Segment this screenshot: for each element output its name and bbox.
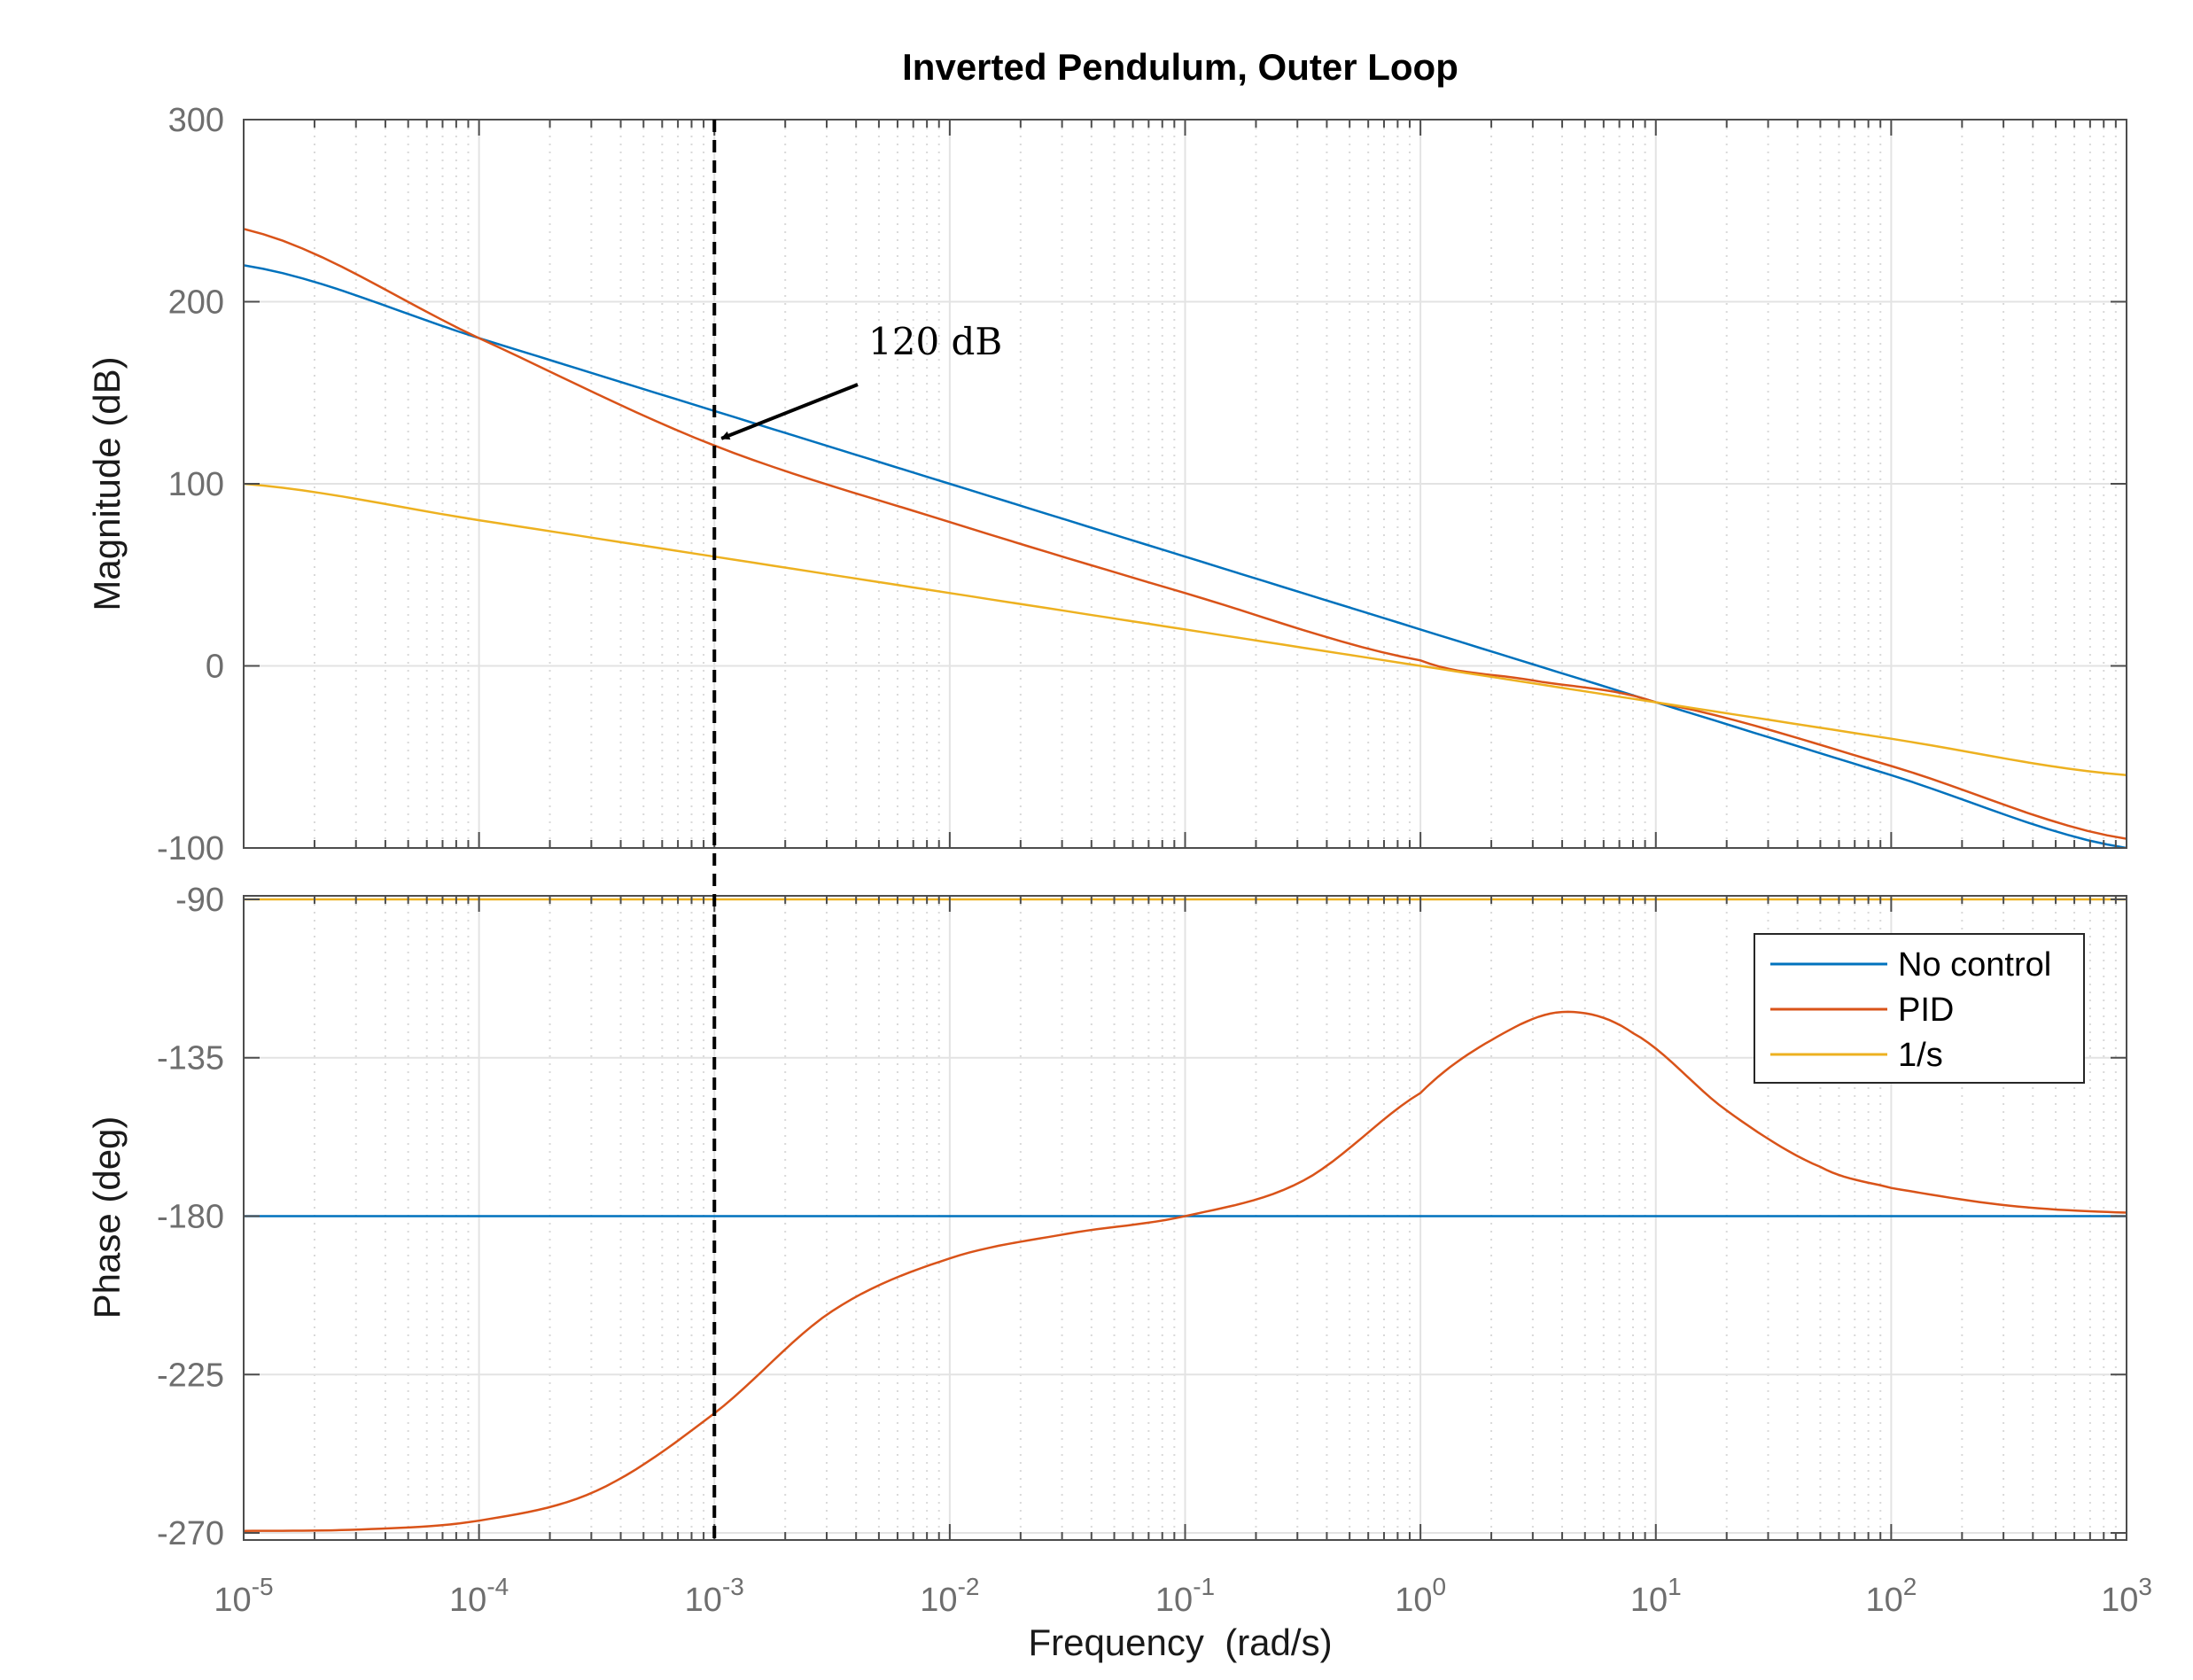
legend-label-no-control: No control xyxy=(1898,946,2051,984)
legend: No control PID 1/s xyxy=(1754,933,2085,1084)
annotation-arrow xyxy=(720,383,859,440)
magnitude-ylabel: Magnitude (dB) xyxy=(86,356,128,611)
magnitude-grid xyxy=(243,119,2127,849)
annotation: 120 dB xyxy=(720,320,1002,440)
mag-ytick-label: 200 xyxy=(168,284,224,322)
frequency-tick-label: 101 xyxy=(1630,1573,1682,1619)
magnitude-ytick-labels: -100 0 100 200 300 xyxy=(157,102,224,867)
mag-series-no-control xyxy=(244,264,2127,848)
ph-ytick-label: -270 xyxy=(157,1515,224,1552)
frequency-tick-label: 10-2 xyxy=(920,1573,979,1619)
frequency-tick-labels: 10-5 10-4 10-3 10-2 10-1 100 101 102 103 xyxy=(214,1573,2152,1619)
frequency-tick-label: 10-5 xyxy=(214,1573,273,1619)
phase-ticks xyxy=(243,896,2127,1540)
chart-title: Inverted Pendulum, Outer Loop xyxy=(902,46,1458,88)
annotation-label: 120 dB xyxy=(868,320,1002,363)
mag-ytick-label: 300 xyxy=(168,102,224,139)
frequency-tick-label: 10-1 xyxy=(1155,1573,1215,1619)
legend-label-pid: PID xyxy=(1898,992,1954,1029)
mag-ytick-label: 100 xyxy=(168,466,224,503)
magnitude-series xyxy=(244,228,2127,848)
ph-ytick-label: -90 xyxy=(175,882,224,919)
frequency-tick-label: 10-3 xyxy=(685,1573,744,1619)
mag-series-1-s xyxy=(244,482,2127,777)
magnitude-panel: -100 0 100 200 300 Magnitude (dB) xyxy=(86,102,2127,867)
frequency-xlabel: Frequency (rad/s) xyxy=(1028,1622,1332,1663)
ph-ytick-label: -225 xyxy=(157,1357,224,1394)
frequency-tick-label: 100 xyxy=(1395,1573,1446,1619)
phase-ylabel: Phase (deg) xyxy=(86,1116,128,1319)
phase-ytick-labels: -270 -225 -180 -135 -90 xyxy=(157,882,224,1552)
ph-series-pid xyxy=(244,1010,2127,1532)
mag-ytick-label: -100 xyxy=(157,830,224,867)
mag-series-pid xyxy=(244,228,2127,840)
ph-ytick-label: -135 xyxy=(157,1040,224,1077)
mag-ytick-label: 0 xyxy=(206,649,224,686)
legend-label-1-over-s: 1/s xyxy=(1898,1037,1943,1074)
frequency-tick-label: 103 xyxy=(2101,1573,2152,1619)
frequency-tick-label: 102 xyxy=(1865,1573,1917,1619)
frequency-tick-label: 10-4 xyxy=(449,1573,509,1619)
ph-ytick-label: -180 xyxy=(157,1199,224,1236)
